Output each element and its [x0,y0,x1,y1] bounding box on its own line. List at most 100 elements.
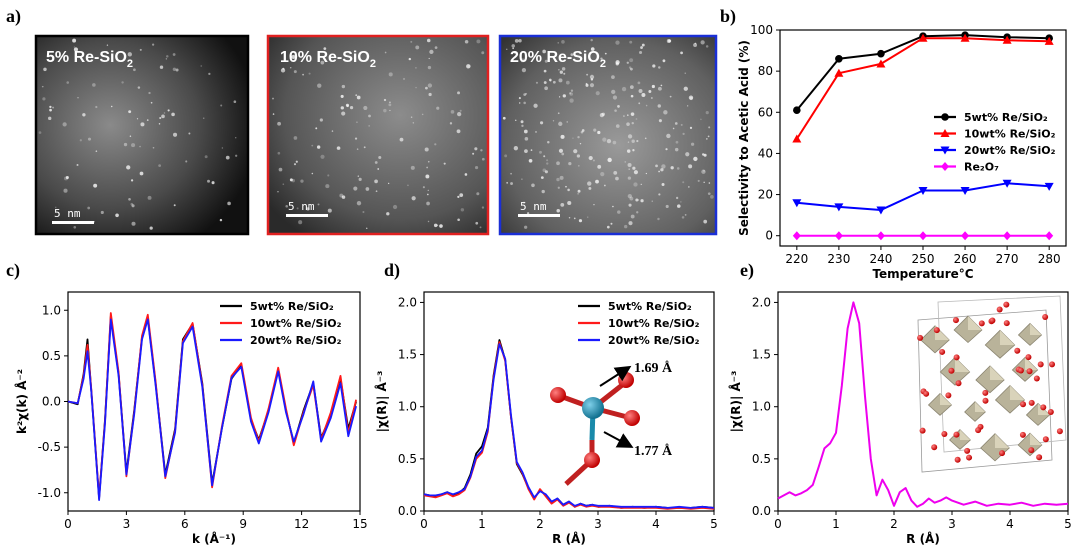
speckle [660,168,664,172]
speckle [136,118,139,120]
data-point [834,203,844,212]
data-point [792,231,801,241]
data-point [1044,36,1054,45]
speckle [585,82,588,85]
re-o4-molecule-illustration: 1.69 Å 1.77 Å [550,360,673,486]
speckle [518,97,521,100]
speckle [211,181,215,185]
polyhedron-face [1000,330,1015,345]
speckle [100,210,104,215]
speckle [687,105,689,107]
speckle [277,151,281,155]
speckle [412,122,415,124]
speckle [565,185,567,188]
scale-bar-label: 5 nm [54,207,81,220]
speckle [548,78,552,82]
speckle [631,139,635,143]
speckle [703,170,705,172]
speckle [655,164,658,168]
speckle [422,186,425,189]
speckle [611,75,615,79]
speckle [567,200,572,206]
chart-b-selectivity: 220 230 240 250 260 270 280 0 20 40 60 80 100 Tempera… [737,23,1067,281]
speckle [677,204,681,208]
x-tick-label: 270 [996,252,1019,266]
speckle [428,57,430,60]
speckle [705,111,709,115]
speckle [159,117,162,120]
oxygen-atom [1019,431,1026,438]
panel-label-d: d) [384,260,400,281]
x-tick-label: 280 [1038,252,1061,266]
x-tick-label: 5 [710,517,718,531]
speckle [129,135,132,137]
speckle [384,51,387,54]
speckle [641,43,645,47]
speckle [55,206,57,209]
speckle [540,176,544,180]
speckle [558,69,560,71]
speckle [457,218,460,222]
speckle [628,168,630,170]
x-tick-label: 2 [890,517,898,531]
chart-c-exafs-k: 0 3 6 9 12 15 -1.0 -0.5 0.0 0.5 1.0 k (Å⁻¹) k²χ(k) Å… [14,291,368,546]
speckle [225,155,230,160]
speckle [636,211,639,214]
x-tick-label: 5 [1064,517,1072,531]
speckle [611,89,616,95]
speckle [95,105,98,109]
speckle [521,124,524,128]
speckle [590,78,594,81]
speckle [278,167,283,172]
data-point [1044,182,1054,191]
polyhedron-face [968,316,982,330]
speckle [674,122,678,125]
oxygen-atom [1014,347,1021,354]
speckle [512,47,514,50]
speckle [152,146,155,149]
speckle [476,192,480,196]
speckle [637,199,640,201]
oxygen-atom [1036,454,1043,461]
speckle [556,161,560,166]
speckle [652,64,656,68]
speckle [172,53,176,56]
speckle [426,38,431,43]
legend-entry: 5wt% Re/SiO₂ [964,111,1048,124]
speckle [629,40,633,44]
speckle [502,116,506,120]
speckle [701,169,706,174]
oxygen-atom [1028,447,1035,454]
speckle [449,122,453,125]
speckle [683,86,688,91]
speckle [544,59,548,63]
speckle [630,214,635,219]
chart-e-re2o7-r: 0 1 2 3 4 5 0.0 0.5 1.0 1.5 2.0 R (Å) |χ(R)| Å⁻³ [728,291,1072,546]
speckle [317,83,322,88]
x-axis-label: R (Å) [552,531,586,546]
speckle [708,182,711,184]
speckle [587,216,589,218]
speckle [460,208,465,212]
speckle [573,149,578,154]
speckle [543,155,546,158]
speckle [126,165,131,170]
speckle [340,94,344,98]
data-point [918,186,928,195]
polyhedron-face [960,429,971,440]
speckle [356,148,359,150]
speckle [506,48,508,51]
speckle [624,224,628,229]
speckle [457,91,461,95]
oxygen-atom [1033,375,1040,382]
speckle [82,113,86,117]
speckle [388,72,393,77]
speckle [672,127,675,130]
speckle [341,195,346,199]
speckle [95,150,98,153]
speckle [623,115,625,118]
panel-label-c: c) [6,260,20,281]
speckle [703,219,708,224]
speckle [131,204,135,208]
speckle [510,172,512,175]
